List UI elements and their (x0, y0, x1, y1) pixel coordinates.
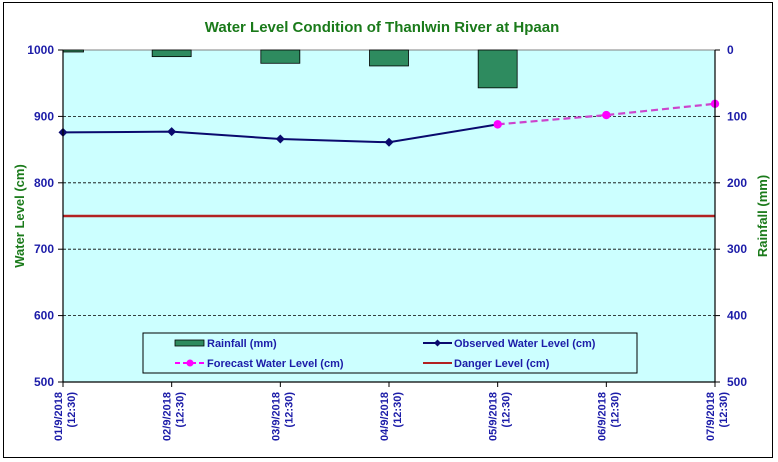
x-tick-label-date: 04/9/2018 (379, 392, 391, 441)
observed-series (58, 123, 498, 147)
x-tick-label-time: (12:30) (66, 392, 78, 428)
rainfall-bar (369, 49, 409, 67)
rainfall-bar (260, 49, 301, 64)
chart-title: Water Level Condition of Thanlwin River … (205, 19, 559, 36)
y2-axis-title: Rainfall (mm) (755, 175, 770, 257)
legend-forecast-label: Forecast Water Level (cm) (207, 358, 344, 370)
x-tick-label-time: (12:30) (283, 392, 295, 428)
y2-tick-label: 100 (727, 109, 747, 123)
y-tick-label: 700 (34, 242, 54, 256)
rainfall-bar (151, 49, 192, 58)
rainfall-bars (62, 49, 518, 89)
x-tick-label-date: 05/9/2018 (488, 392, 500, 441)
x-tick-label-time: (12:30) (609, 392, 621, 428)
y-axis-ticks: 1000 900 800 700 600 500 (27, 43, 63, 389)
forecast-marker (493, 120, 502, 129)
forecast-line (497, 102, 716, 126)
y2-tick-label: 200 (727, 176, 747, 190)
y2-tick-label: 400 (727, 309, 747, 323)
legend-observed-label: Observed Water Level (cm) (454, 338, 596, 350)
x-tick-label-time: (12:30) (501, 392, 513, 428)
x-tick-label-time: (12:30) (718, 392, 730, 428)
x-axis-ticks: 01/9/2018 (12:30) 02/9/2018 (12:30) 03/9/201… (53, 382, 730, 441)
y2-axis-ticks: 0 100 200 300 400 500 (715, 43, 747, 389)
x-tick-label-date: 03/9/2018 (270, 392, 282, 441)
forecast-marker (602, 110, 611, 120)
y2-tick-label: 500 (727, 375, 747, 389)
y-tick-label: 1000 (27, 43, 54, 57)
rainfall-bar (477, 49, 518, 89)
legend-rainfall-label: Rainfall (mm) (207, 338, 277, 350)
y-axis-title: Water Level (cm) (12, 164, 27, 268)
x-tick-label-date: 01/9/2018 (53, 392, 65, 441)
legend-box (142, 332, 638, 374)
y-tick-label: 600 (34, 309, 54, 323)
x-tick-label-time: (12:30) (392, 392, 404, 428)
x-tick-label-date: 02/9/2018 (162, 392, 174, 441)
y2-tick-label: 0 (727, 43, 734, 57)
rainfall-bar (62, 49, 84, 53)
observed-marker (167, 127, 177, 137)
legend-observed-marker (434, 339, 441, 347)
y-tick-label: 900 (34, 109, 54, 123)
legend-forecast-marker (186, 359, 194, 367)
x-tick-label-date: 06/9/2018 (596, 392, 608, 441)
legend: Rainfall (mm) Observed Water Level (cm) … (142, 332, 638, 374)
x-tick-label-time: (12:30) (175, 392, 187, 428)
observed-marker (384, 137, 394, 147)
legend-rainfall-swatch (174, 339, 205, 347)
y-tick-label: 800 (34, 176, 54, 190)
legend-danger-label: Danger Level (cm) (454, 358, 550, 370)
y-tick-label: 500 (34, 375, 54, 389)
observed-marker (275, 134, 285, 144)
y2-tick-label: 300 (727, 242, 747, 256)
forecast-series (493, 99, 720, 129)
x-tick-label-date: 07/9/2018 (705, 392, 717, 441)
